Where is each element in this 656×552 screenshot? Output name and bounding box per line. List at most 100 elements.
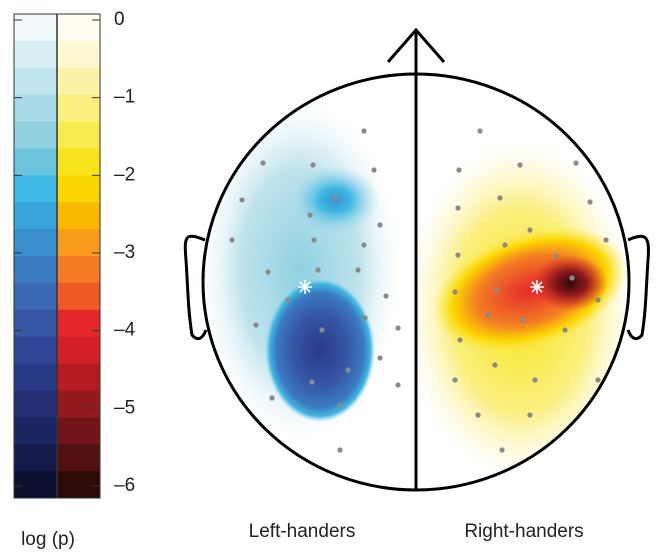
electrode	[527, 227, 533, 233]
electrode	[485, 312, 491, 318]
colorbar-cell	[14, 175, 57, 203]
electrode	[285, 297, 291, 303]
electrode	[269, 395, 275, 401]
colorbar-cell	[14, 282, 57, 311]
colorbar-cell	[14, 444, 57, 472]
panel-label: Left-handers	[249, 521, 356, 542]
electrode	[229, 237, 235, 243]
electrode	[455, 205, 461, 211]
electrode	[603, 237, 609, 243]
electrode	[595, 297, 601, 303]
colorbar-cell	[57, 14, 100, 42]
electrode	[355, 267, 361, 273]
colorbar-cell	[57, 363, 100, 391]
tick-label: –5	[114, 397, 135, 418]
electrode	[595, 377, 601, 383]
right-map	[416, 140, 629, 480]
electrode	[371, 167, 377, 173]
colorbar-cell	[14, 202, 57, 230]
colorbar-cell	[14, 336, 57, 365]
blob	[265, 278, 375, 422]
colorbar-cell	[57, 444, 100, 472]
colorbar-cell	[57, 229, 100, 257]
tick-label: –1	[114, 87, 135, 108]
tick-label: 0	[114, 9, 125, 30]
electrode	[452, 377, 458, 383]
panel-label: Right-handers	[464, 521, 583, 542]
electrode	[527, 412, 533, 418]
electrode	[377, 355, 383, 361]
colorbar-label: log (p)	[21, 529, 75, 550]
colorbar-cell	[57, 471, 100, 499]
electrodes	[229, 128, 609, 453]
electrode	[383, 293, 389, 299]
left-map	[203, 100, 400, 440]
electrode	[319, 327, 325, 333]
electrode	[332, 195, 338, 201]
colorbar-cell	[57, 121, 100, 149]
electrode	[345, 367, 351, 373]
electrode	[452, 289, 458, 295]
electrode	[517, 162, 523, 168]
electrode	[362, 315, 368, 321]
electrode	[253, 322, 259, 328]
colorbar-cell	[57, 309, 100, 338]
head-outline	[183, 27, 650, 492]
electrode	[395, 382, 401, 388]
electrode	[475, 412, 481, 418]
colorbar-cell	[57, 282, 100, 311]
electrode	[309, 379, 315, 385]
electrode	[532, 377, 538, 383]
colorbar-cell	[14, 417, 57, 445]
colorbar-cell	[57, 417, 100, 445]
electrode	[361, 128, 367, 134]
tick-label: –3	[114, 242, 135, 263]
electrode	[569, 275, 575, 281]
colorbar-cell	[14, 256, 57, 284]
colorbar-cell	[14, 390, 57, 418]
colorbar: 0 –1 –2 –3 –4 –5 –6	[13, 9, 136, 499]
colorbar-cell	[14, 363, 57, 391]
electrode	[502, 242, 508, 248]
colorbar-cell	[57, 202, 100, 230]
colorbar-cell	[14, 94, 57, 123]
colorbar-cell	[14, 148, 57, 176]
peak-markers	[298, 280, 544, 294]
colorbar-cell	[57, 67, 100, 96]
colorbar-cell	[14, 14, 57, 42]
colorbar-cell	[14, 471, 57, 499]
electrode	[395, 325, 401, 331]
electrode	[377, 222, 383, 228]
electrode	[497, 195, 503, 201]
electrode	[337, 402, 343, 408]
electrode	[477, 128, 483, 134]
electrode	[492, 362, 498, 368]
colorbar-cell	[57, 94, 100, 123]
electrode	[587, 199, 593, 205]
electrode	[315, 267, 321, 273]
electrode	[499, 447, 505, 453]
tick-label: –6	[114, 475, 135, 496]
electrode	[361, 242, 367, 248]
blob	[532, 255, 608, 311]
electrode	[310, 162, 316, 168]
colorbar-cell	[14, 229, 57, 257]
colorbar-cell	[14, 121, 57, 149]
colorbar-cell	[57, 390, 100, 418]
electrode	[553, 253, 559, 259]
electrode	[456, 167, 462, 173]
electrode	[573, 160, 579, 166]
tick-label: –4	[114, 320, 136, 341]
electrode	[457, 337, 463, 343]
electrode	[311, 237, 317, 243]
electrode	[337, 447, 343, 453]
colorbar-cell	[14, 67, 57, 96]
colorbar-cell	[57, 148, 100, 176]
electrode	[239, 197, 245, 203]
colorbar-cell	[14, 40, 57, 69]
electrode	[562, 327, 568, 333]
electrode	[455, 252, 461, 258]
colorbar-cell	[14, 309, 57, 338]
colorbar-cell	[57, 336, 100, 365]
